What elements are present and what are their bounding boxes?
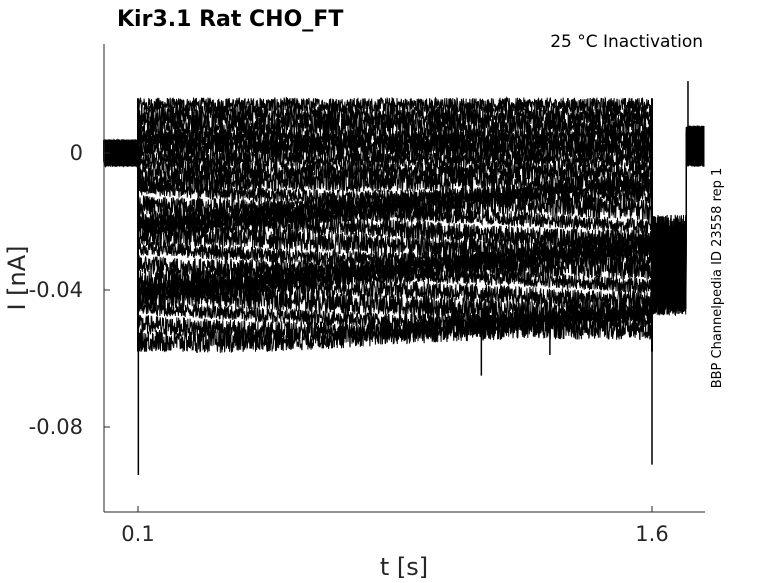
sweep-trace [103, 126, 705, 269]
traces [103, 81, 705, 475]
x-tick-label: 0.1 [121, 522, 154, 546]
sweep-trace [103, 96, 705, 256]
side-label: BBP Channelpedia ID 23558 rep 1 [710, 168, 725, 389]
x-axis-label: t [s] [380, 553, 428, 581]
y-axis-label: I [nA] [3, 245, 31, 310]
y-tick-label: 0 [70, 141, 83, 165]
sweep-trace [103, 127, 705, 315]
sweep-trace [103, 125, 705, 291]
sweep-trace [103, 127, 705, 354]
y-tick-label: -0.08 [29, 415, 83, 439]
y-tick-label: -0.04 [29, 278, 83, 302]
sweep-trace [103, 125, 705, 304]
sweep-trace [103, 127, 705, 296]
sweep-trace [103, 126, 705, 256]
x-tick-label: 1.6 [635, 522, 668, 546]
sweep-trace [103, 125, 705, 330]
sweep-trace [103, 125, 705, 341]
y-ticks: 0 -0.04 -0.08 [29, 141, 110, 439]
sweep-trace [103, 125, 705, 281]
x-ticks: 0.1 1.6 [121, 506, 669, 546]
chart-subtitle: 25 °C Inactivation [550, 32, 703, 52]
chart-title: Kir3.1 Rat CHO_FT [117, 7, 343, 32]
